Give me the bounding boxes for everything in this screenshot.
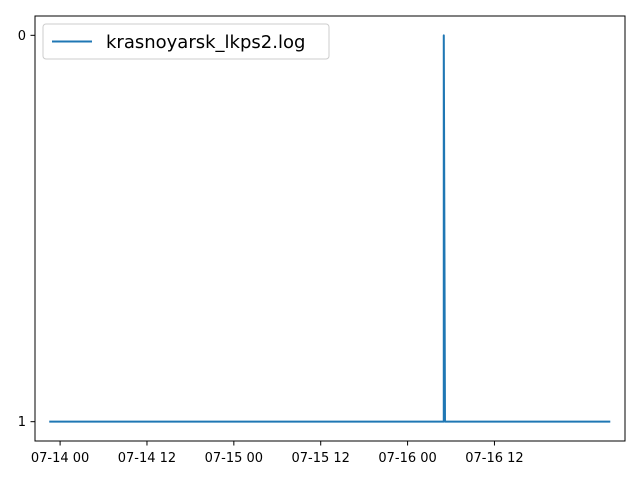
plot-area: [49, 34, 611, 423]
legend-box: [42, 23, 330, 60]
y-tick-label: 0: [18, 29, 26, 44]
x-tick-label: 07-14 00: [31, 451, 89, 466]
x-tick-label: 07-15 12: [291, 451, 349, 466]
x-tick-label: 07-16 12: [465, 451, 523, 466]
axes-frame: [34, 15, 626, 442]
x-tick-label: 07-16 00: [378, 451, 436, 466]
x-tick-label: 07-15 00: [205, 451, 263, 466]
y-tick-label: 1: [18, 415, 26, 430]
x-axis: 07-14 00 07-14 12 07-15 00 07-15 12 07-16 00…: [31, 441, 524, 466]
y-axis: 01: [18, 29, 35, 430]
x-tick-label: 07-14 12: [118, 451, 176, 466]
series-line-0: [49, 34, 611, 423]
legend: krasnoyarsk_lkps2.log: [42, 23, 330, 60]
legend-label: krasnoyarsk_lkps2.log: [106, 32, 305, 53]
